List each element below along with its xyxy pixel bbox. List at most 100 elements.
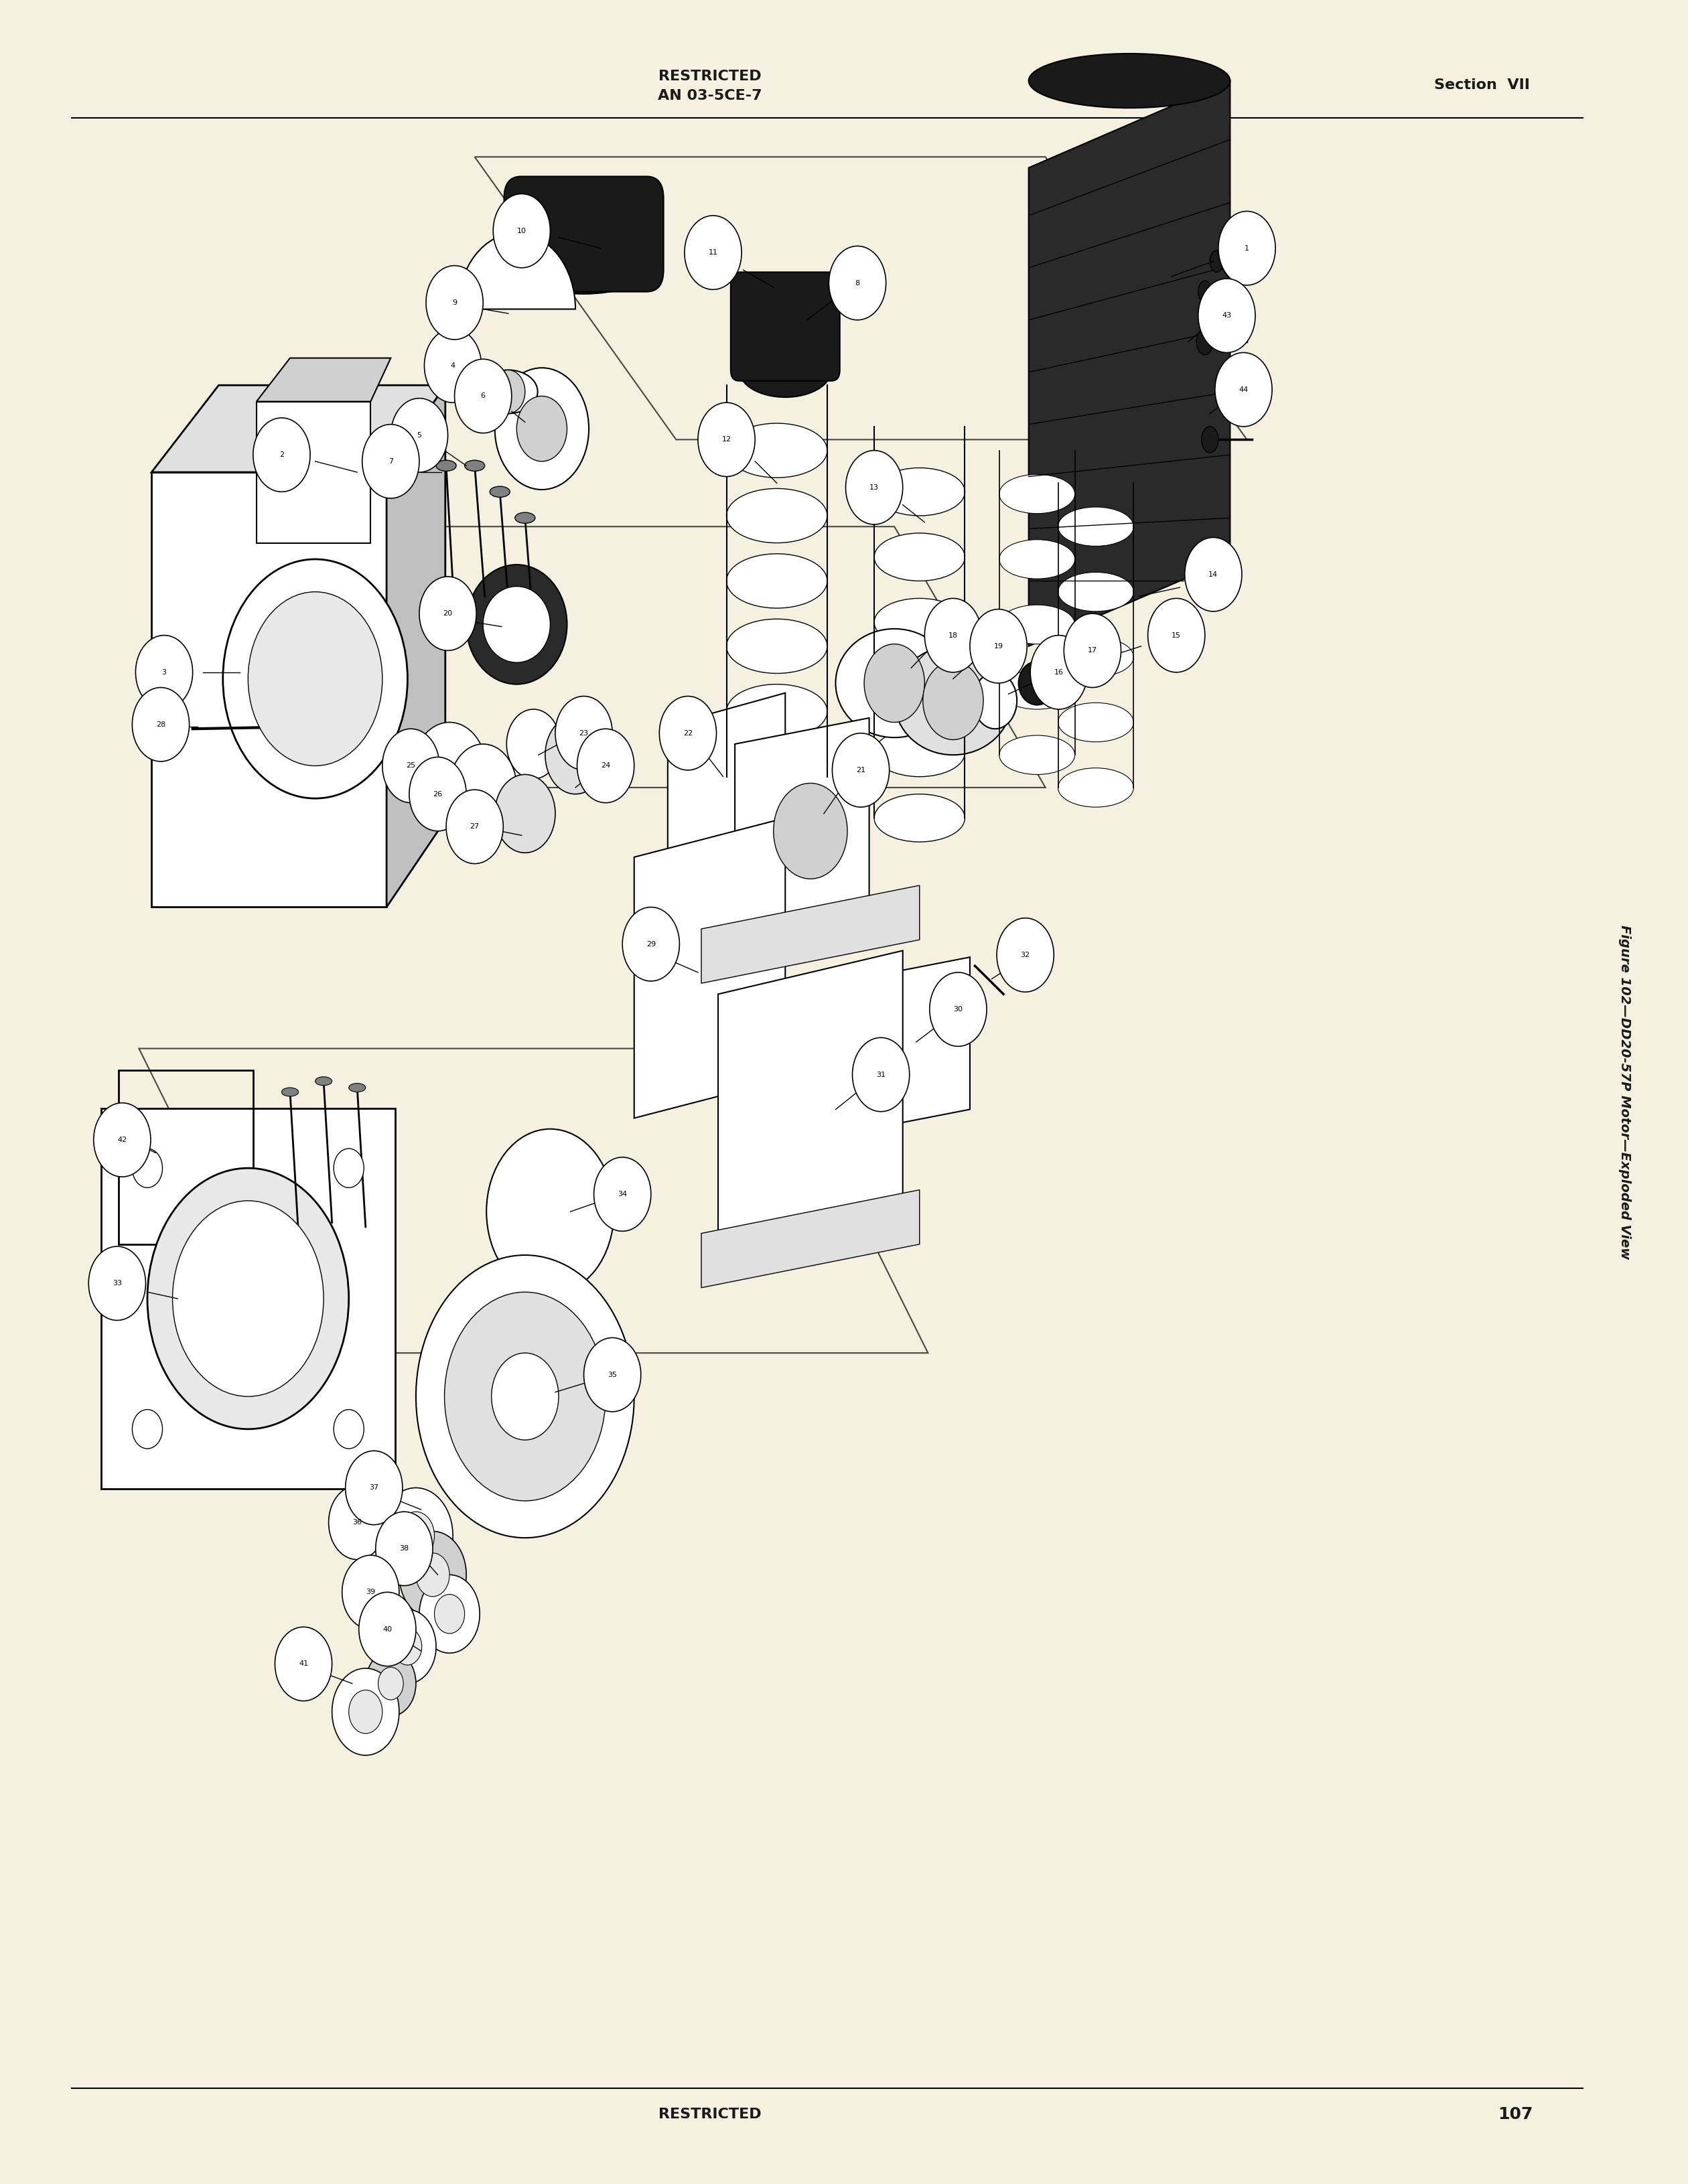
Text: 3: 3 bbox=[162, 668, 167, 675]
Ellipse shape bbox=[1058, 638, 1134, 677]
Text: 16: 16 bbox=[1055, 668, 1063, 675]
Circle shape bbox=[366, 1651, 415, 1717]
Text: 14: 14 bbox=[1209, 570, 1219, 579]
Circle shape bbox=[223, 559, 407, 799]
Circle shape bbox=[333, 1669, 398, 1756]
Ellipse shape bbox=[1197, 328, 1214, 354]
Circle shape bbox=[93, 1103, 150, 1177]
Text: 24: 24 bbox=[601, 762, 611, 769]
Circle shape bbox=[846, 450, 903, 524]
Circle shape bbox=[1148, 598, 1205, 673]
Circle shape bbox=[380, 1487, 452, 1583]
Circle shape bbox=[132, 688, 189, 762]
Text: 9: 9 bbox=[452, 299, 457, 306]
Circle shape bbox=[491, 1352, 559, 1439]
Circle shape bbox=[923, 662, 984, 740]
Circle shape bbox=[697, 402, 755, 476]
Circle shape bbox=[424, 328, 481, 402]
Circle shape bbox=[623, 906, 680, 981]
Circle shape bbox=[393, 1627, 422, 1664]
Text: 13: 13 bbox=[869, 485, 879, 491]
Text: 30: 30 bbox=[954, 1007, 962, 1013]
Text: 4: 4 bbox=[451, 363, 456, 369]
Ellipse shape bbox=[1018, 662, 1055, 705]
Text: 32: 32 bbox=[1021, 952, 1030, 959]
Text: 17: 17 bbox=[1087, 646, 1097, 653]
Circle shape bbox=[829, 247, 886, 321]
Circle shape bbox=[832, 734, 890, 808]
Text: 42: 42 bbox=[118, 1136, 127, 1142]
Circle shape bbox=[360, 1592, 415, 1666]
Polygon shape bbox=[668, 692, 785, 867]
Circle shape bbox=[495, 775, 555, 852]
Ellipse shape bbox=[739, 343, 832, 397]
Circle shape bbox=[275, 1627, 333, 1701]
Ellipse shape bbox=[999, 736, 1075, 775]
Circle shape bbox=[147, 1168, 349, 1428]
Circle shape bbox=[334, 1149, 365, 1188]
Circle shape bbox=[486, 1129, 614, 1295]
Text: 2: 2 bbox=[279, 452, 284, 459]
Ellipse shape bbox=[490, 487, 510, 498]
Circle shape bbox=[493, 194, 550, 269]
Circle shape bbox=[363, 424, 419, 498]
Ellipse shape bbox=[726, 618, 827, 673]
Circle shape bbox=[380, 1610, 436, 1684]
Polygon shape bbox=[734, 719, 869, 939]
Circle shape bbox=[545, 716, 606, 795]
Ellipse shape bbox=[1058, 769, 1134, 808]
Polygon shape bbox=[1028, 81, 1231, 646]
Text: RESTRICTED: RESTRICTED bbox=[658, 2108, 761, 2121]
Ellipse shape bbox=[726, 555, 827, 607]
Text: 44: 44 bbox=[1239, 387, 1249, 393]
Text: 1: 1 bbox=[1244, 245, 1249, 251]
Circle shape bbox=[660, 697, 716, 771]
Ellipse shape bbox=[436, 461, 456, 472]
Polygon shape bbox=[257, 402, 371, 544]
Ellipse shape bbox=[874, 467, 966, 515]
Text: 20: 20 bbox=[442, 609, 452, 616]
Circle shape bbox=[996, 917, 1053, 992]
Circle shape bbox=[1219, 212, 1276, 286]
Text: 19: 19 bbox=[994, 642, 1003, 649]
Circle shape bbox=[594, 1158, 652, 1232]
Circle shape bbox=[1030, 636, 1087, 710]
Circle shape bbox=[419, 577, 476, 651]
Ellipse shape bbox=[1210, 251, 1224, 273]
Circle shape bbox=[135, 636, 192, 710]
Text: Figure 102—DD20-57P Motor—Exploded View: Figure 102—DD20-57P Motor—Exploded View bbox=[1619, 924, 1631, 1260]
Circle shape bbox=[132, 1409, 162, 1448]
Circle shape bbox=[415, 1553, 449, 1597]
Text: 39: 39 bbox=[366, 1588, 375, 1597]
Circle shape bbox=[1198, 280, 1256, 352]
Text: 25: 25 bbox=[407, 762, 415, 769]
Text: 7: 7 bbox=[388, 459, 393, 465]
Circle shape bbox=[415, 1256, 635, 1538]
Ellipse shape bbox=[999, 474, 1075, 513]
Circle shape bbox=[253, 417, 311, 491]
Text: 35: 35 bbox=[608, 1372, 618, 1378]
Circle shape bbox=[446, 791, 503, 863]
Ellipse shape bbox=[726, 684, 827, 738]
Polygon shape bbox=[152, 472, 387, 906]
Ellipse shape bbox=[349, 1083, 366, 1092]
Circle shape bbox=[1185, 537, 1242, 612]
Circle shape bbox=[425, 266, 483, 339]
Polygon shape bbox=[387, 384, 446, 906]
Text: 12: 12 bbox=[722, 437, 731, 443]
Text: AN 03-5CE-7: AN 03-5CE-7 bbox=[658, 90, 761, 103]
Text: 11: 11 bbox=[709, 249, 717, 256]
Wedge shape bbox=[457, 234, 576, 310]
Circle shape bbox=[517, 395, 567, 461]
Circle shape bbox=[248, 592, 383, 767]
Ellipse shape bbox=[999, 539, 1075, 579]
Text: 10: 10 bbox=[517, 227, 527, 234]
Polygon shape bbox=[635, 819, 785, 1118]
Text: 18: 18 bbox=[949, 631, 957, 638]
Ellipse shape bbox=[316, 1077, 333, 1085]
Circle shape bbox=[419, 1575, 479, 1653]
Text: 33: 33 bbox=[113, 1280, 122, 1286]
Ellipse shape bbox=[522, 247, 647, 295]
Ellipse shape bbox=[726, 749, 827, 804]
Text: 31: 31 bbox=[876, 1072, 886, 1079]
